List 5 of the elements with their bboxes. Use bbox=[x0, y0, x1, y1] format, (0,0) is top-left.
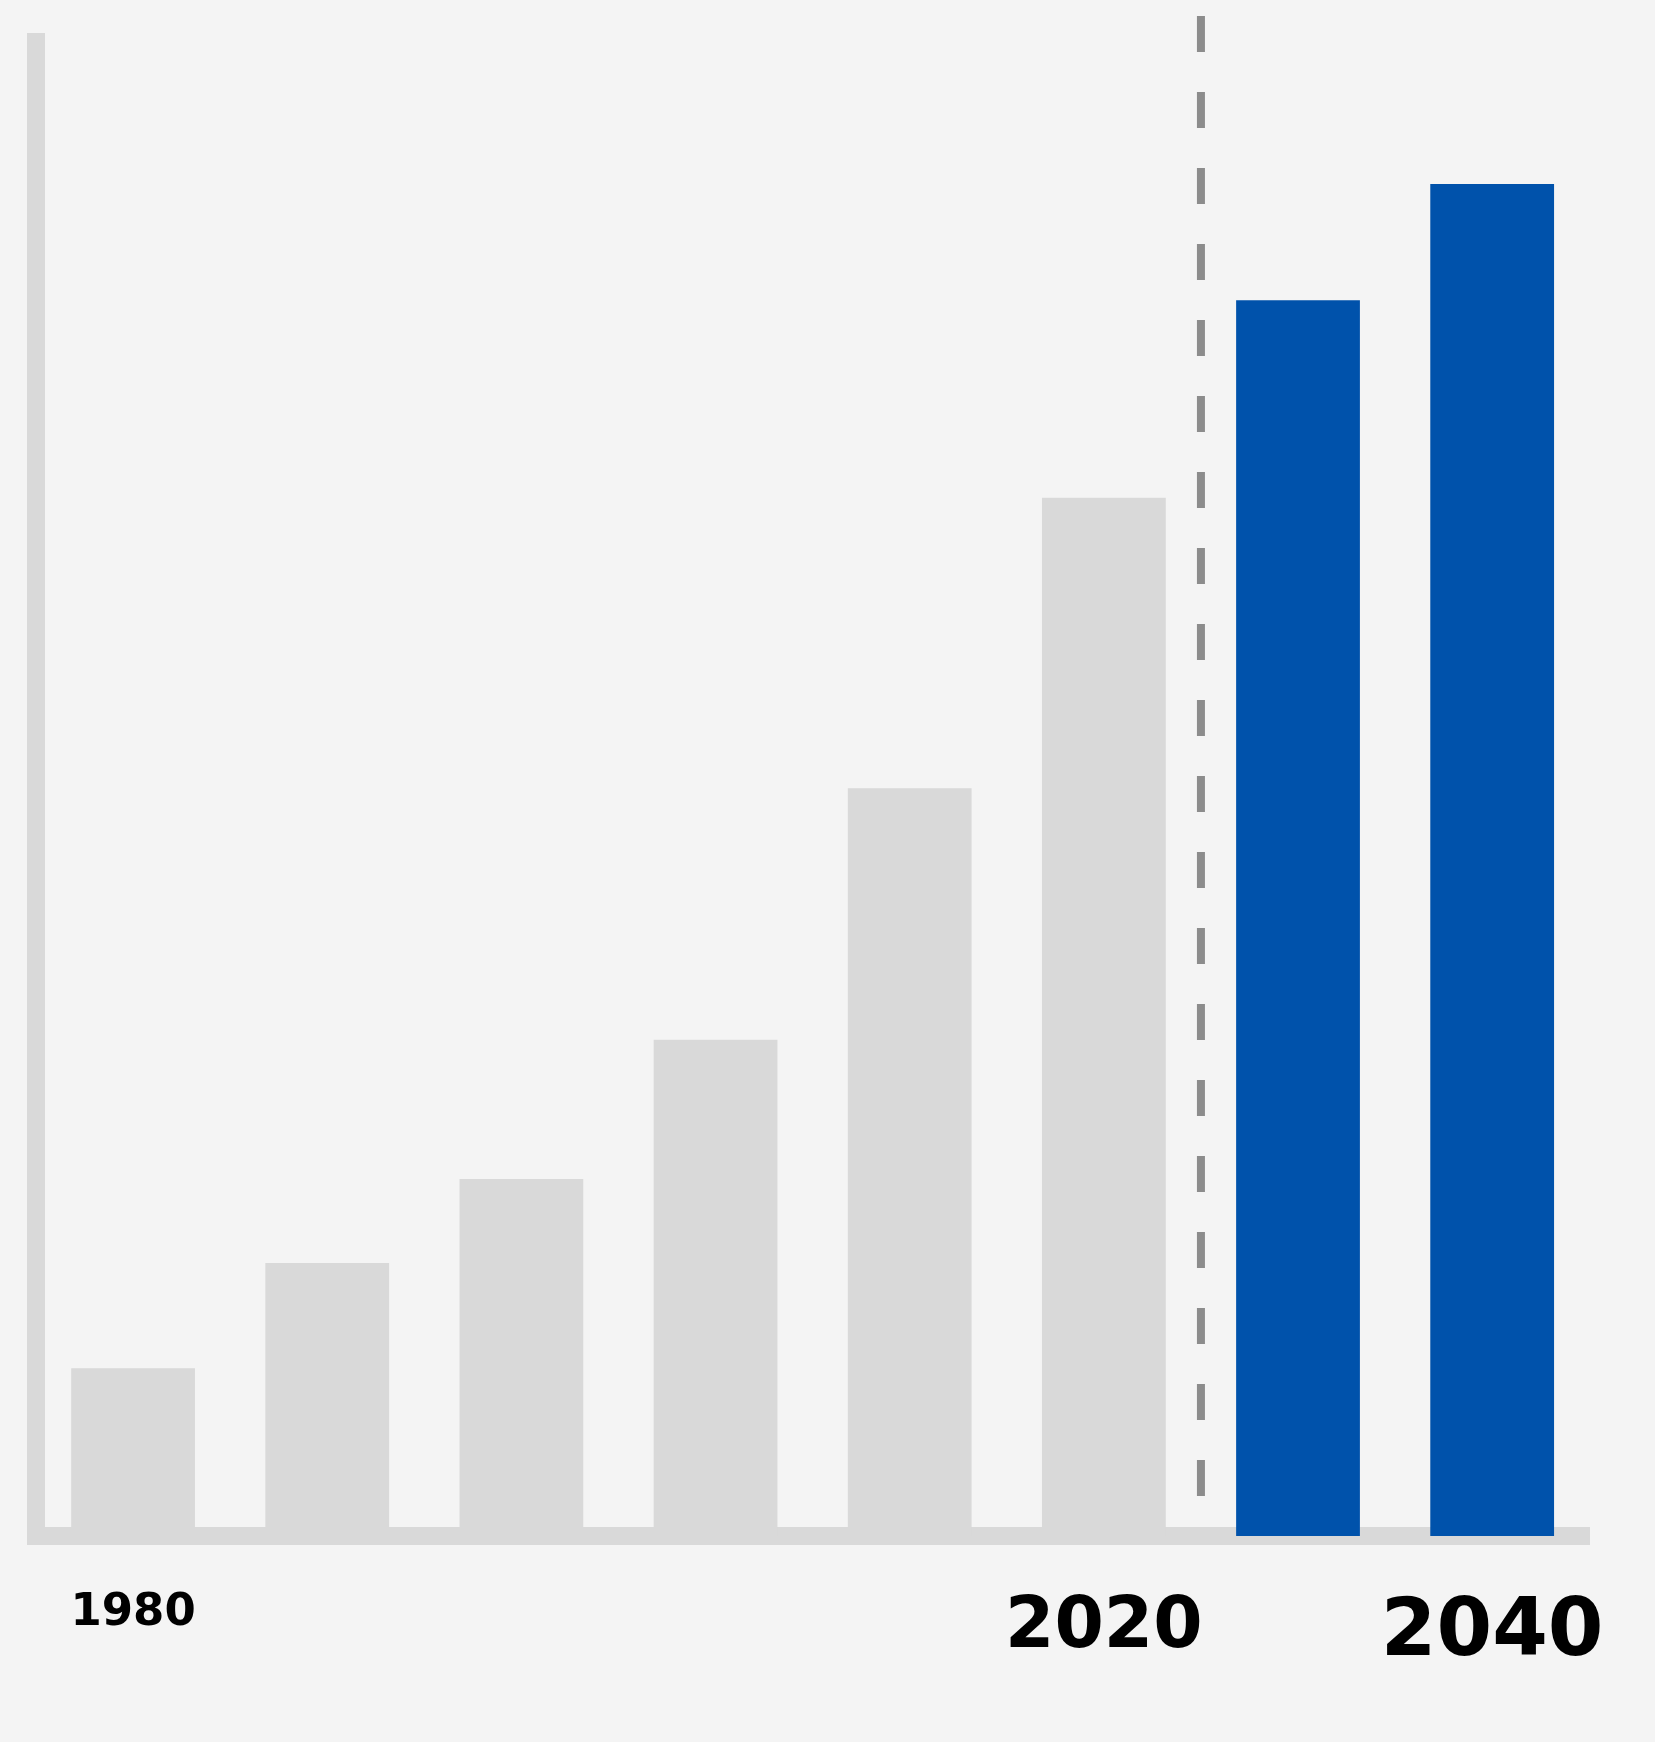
x-tick-label: 2040 bbox=[1380, 1580, 1604, 1674]
x-tick-label: 1980 bbox=[70, 1582, 196, 1636]
bar bbox=[1430, 183, 1555, 1536]
bar bbox=[1236, 300, 1360, 1536]
x-tick-label: 2020 bbox=[1005, 1581, 1203, 1665]
